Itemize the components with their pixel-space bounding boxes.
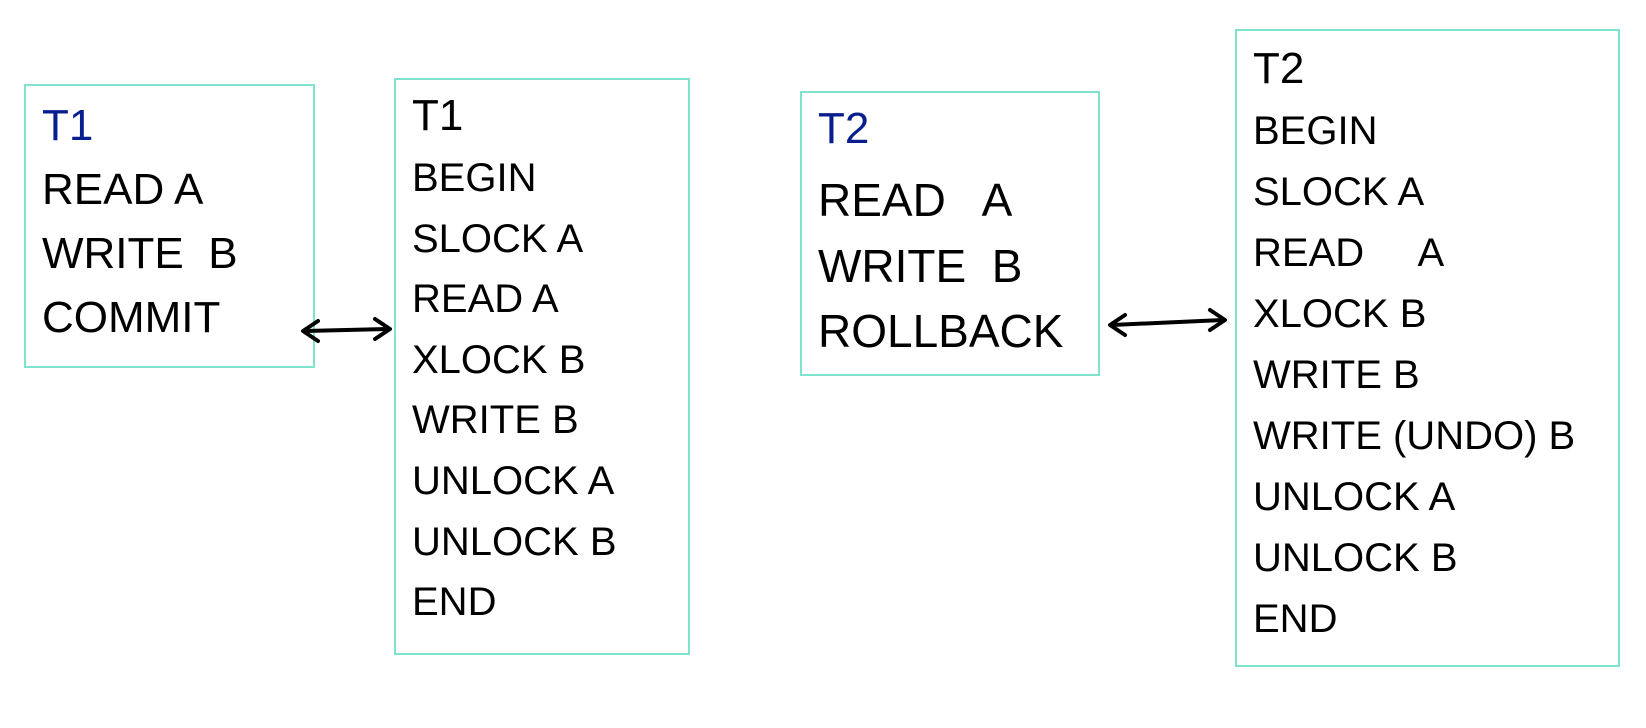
t2-detail-line-3: READ A [1253, 231, 1445, 275]
t2-detail-line-9: END [1253, 597, 1338, 641]
t1-detail-line-1: BEGIN [412, 156, 537, 200]
t2-detail-line-6: WRITE (UNDO) B [1253, 414, 1576, 458]
t2-detail-line-4: XLOCK B [1253, 292, 1427, 336]
t2-summary-box: T2 READ A WRITE B ROLLBACK [800, 91, 1100, 376]
double-arrow-icon [1108, 308, 1227, 337]
t2-detail-title: T2 [1253, 44, 1305, 93]
t1-detail-line-7: UNLOCK B [412, 520, 617, 564]
t1-summary-line-2: WRITE B [42, 229, 238, 278]
t2-summary-line-1: READ A [818, 174, 1013, 226]
double-arrow-icon [301, 317, 392, 343]
t1-detail-line-3: READ A [412, 277, 559, 321]
t2-summary-line-2: WRITE B [818, 240, 1023, 292]
t2-summary-line-3: ROLLBACK [818, 305, 1064, 357]
t2-detail-box: T2 BEGIN SLOCK A READ A XLOCK B WRITE B … [1235, 29, 1620, 667]
t2-summary-title: T2 [818, 104, 870, 153]
t1-detail-line-2: SLOCK A [412, 217, 584, 261]
t1-detail-box: T1 BEGIN SLOCK A READ A XLOCK B WRITE B … [394, 78, 690, 655]
t2-detail-line-2: SLOCK A [1253, 170, 1425, 214]
t2-detail-line-5: WRITE B [1253, 353, 1420, 397]
t1-summary-line-1: READ A [42, 165, 204, 214]
t2-detail-line-7: UNLOCK A [1253, 475, 1456, 519]
t1-detail-line-4: XLOCK B [412, 338, 586, 382]
t1-detail-line-8: END [412, 580, 497, 624]
t1-detail-title: T1 [412, 91, 464, 140]
t1-summary-title: T1 [42, 101, 94, 150]
t1-detail-line-5: WRITE B [412, 398, 579, 442]
t2-detail-line-8: UNLOCK B [1253, 536, 1458, 580]
t1-summary-box: T1 READ A WRITE B COMMIT [24, 84, 315, 368]
t2-detail-line-1: BEGIN [1253, 109, 1378, 153]
t1-summary-line-3: COMMIT [42, 293, 221, 342]
t1-detail-line-6: UNLOCK A [412, 459, 615, 503]
